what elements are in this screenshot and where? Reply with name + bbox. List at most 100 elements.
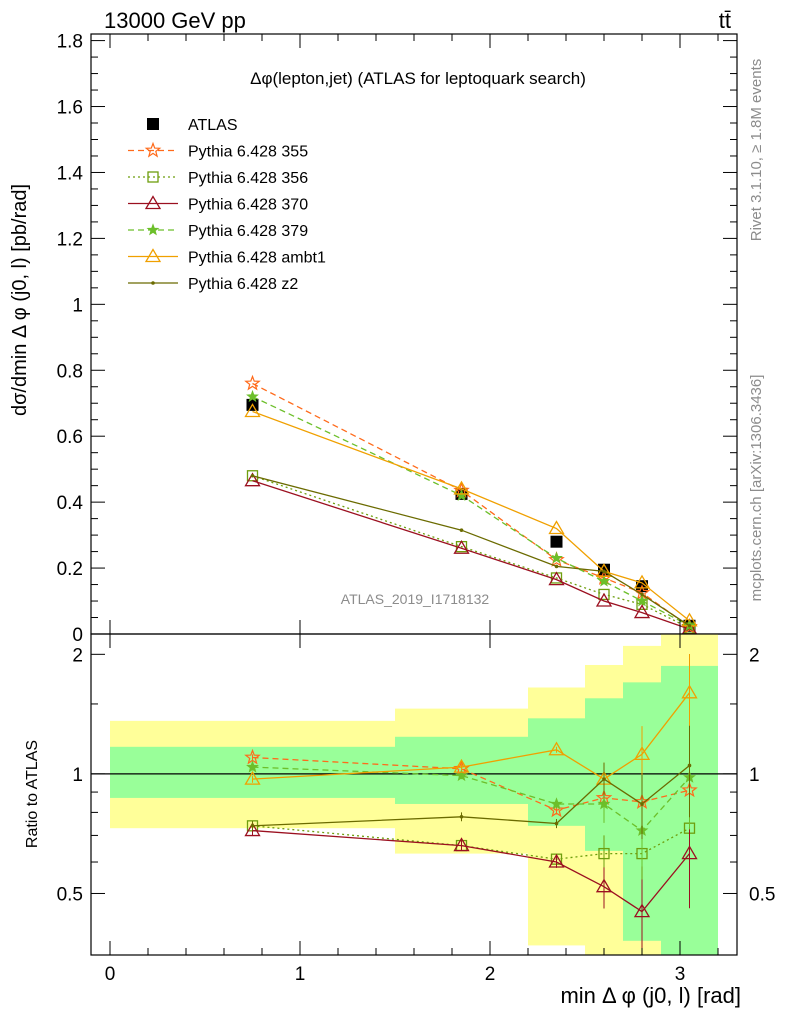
legend-marker xyxy=(144,248,162,263)
y-tick-label: 0.4 xyxy=(57,493,84,514)
legend-label: Pythia 6.428 379 xyxy=(188,223,308,240)
legend-label: Pythia 6.428 356 xyxy=(188,170,308,187)
data-point xyxy=(244,403,261,418)
series-line xyxy=(252,480,690,630)
data-point xyxy=(548,571,565,586)
ratio-plot: 0.5 0.51 12 20 1 2 3 xyxy=(57,34,775,985)
ratio-point xyxy=(459,814,464,819)
data-point xyxy=(595,563,613,578)
y-tick-label: 0.8 xyxy=(57,361,83,382)
header-right: tt̄ xyxy=(719,8,731,33)
ratio-point xyxy=(681,845,698,860)
series-line xyxy=(252,382,690,628)
data-point xyxy=(554,564,559,569)
series-5 xyxy=(244,403,698,627)
series-6 xyxy=(250,473,692,628)
legend-label: Pythia 6.428 z2 xyxy=(188,276,298,293)
x-axis-label: min Δ φ (j0, l) [rad] xyxy=(560,983,741,1008)
data-point xyxy=(633,604,651,619)
data-point xyxy=(246,389,259,403)
x-tick-label: 0 xyxy=(105,964,116,985)
y-tick-label: 0 xyxy=(72,625,83,646)
ratio-series-5 xyxy=(250,725,692,840)
y-tick-label: 0.6 xyxy=(57,427,83,448)
data-point xyxy=(687,623,692,628)
legend-label: Pythia 6.428 370 xyxy=(188,197,308,214)
legend-label: ATLAS xyxy=(188,117,238,134)
data-point xyxy=(550,535,563,548)
ratio-point xyxy=(244,770,261,785)
ratio-point xyxy=(548,801,565,818)
ratio-y-tick-label: 2 xyxy=(72,645,83,666)
ratio-y-tick-label: 1 xyxy=(72,765,83,786)
legend-label: Pythia 6.428 355 xyxy=(188,144,308,161)
ratio-line xyxy=(252,825,690,860)
data-point xyxy=(550,551,563,564)
data-point xyxy=(640,592,644,597)
legend-entry: Pythia 6.428 379 xyxy=(128,223,308,240)
ratio-point xyxy=(633,746,651,760)
ratio-line xyxy=(252,692,691,780)
ratio-point xyxy=(455,768,468,782)
ratio-line xyxy=(252,829,691,913)
x-tick-label: 3 xyxy=(675,964,686,985)
legend-entry: Pythia 6.428 355 xyxy=(128,141,308,161)
ratio-line xyxy=(252,766,690,832)
series-line xyxy=(252,475,690,629)
legend-entry: Pythia 6.428 356 xyxy=(128,170,308,187)
main-plot-title: Δφ(lepton,jet) (ATLAS for leptoquark sea… xyxy=(250,69,586,88)
header-left: 13000 GeV pp xyxy=(104,8,246,33)
ratio-y-tick-label: 0.5 xyxy=(57,884,83,905)
ratio-series-2 xyxy=(244,812,698,951)
legend-label: Pythia 6.428 ambt1 xyxy=(188,250,326,267)
legend: ATLAS Pythia 6.428 355 Pythia 6.428 356 Pyt… xyxy=(128,117,326,293)
analysis-id: ATLAS_2019_I1718132 xyxy=(341,591,490,607)
ratio-line xyxy=(252,764,690,827)
legend-entry: Pythia 6.428 z2 xyxy=(128,276,298,293)
x-tick-label: 1 xyxy=(295,964,306,985)
legend-marker xyxy=(146,223,160,236)
rivet-version-text: Rivet 3.1.10, ≥ 1.8M events xyxy=(748,59,765,242)
data-point xyxy=(548,551,565,567)
ratio-point xyxy=(595,878,613,893)
data-point xyxy=(602,569,606,574)
ratio-point xyxy=(597,797,611,810)
series-line xyxy=(252,396,690,627)
ratio-point xyxy=(640,802,644,806)
data-point xyxy=(250,473,255,478)
y-tick-label: 1 xyxy=(72,295,83,316)
legend-marker xyxy=(144,195,162,210)
series-3 xyxy=(244,472,698,635)
ratio-point xyxy=(244,822,261,837)
data-point xyxy=(244,472,261,487)
data-point xyxy=(635,594,649,607)
ratio-y-axis-label: Ratio to ATLAS xyxy=(24,740,41,848)
legend-marker xyxy=(147,118,159,130)
y-tick-label: 0.2 xyxy=(57,559,83,580)
uncertainty-bands xyxy=(110,634,718,955)
ratio-point xyxy=(602,777,606,781)
data-point xyxy=(598,588,610,601)
ratio-point xyxy=(554,821,559,826)
data-point xyxy=(453,480,470,495)
legend-marker xyxy=(147,171,159,183)
legend-entry: Pythia 6.428 370 xyxy=(128,195,308,214)
ratio-point xyxy=(250,824,255,828)
ratio-point xyxy=(453,758,470,773)
y-tick-label: 1.2 xyxy=(57,229,83,250)
y-tick-label: 1.6 xyxy=(57,98,83,119)
ratio-point xyxy=(687,763,692,768)
main-y-axis-label: dσ/dmin Δ φ (j0, l) [pb/rad] xyxy=(9,184,31,416)
series-line xyxy=(252,410,690,622)
data-point xyxy=(548,520,565,535)
ratio-line xyxy=(252,756,690,811)
data-point xyxy=(595,592,613,607)
legend-entry: Pythia 6.428 ambt1 xyxy=(128,248,326,267)
data-point xyxy=(633,574,651,589)
x-tick-label: 2 xyxy=(485,964,496,985)
y-tick-label: 1.4 xyxy=(57,163,84,184)
y-tick-label: 1.8 xyxy=(57,32,83,53)
ratio-point xyxy=(246,760,259,773)
data-point xyxy=(459,528,464,532)
